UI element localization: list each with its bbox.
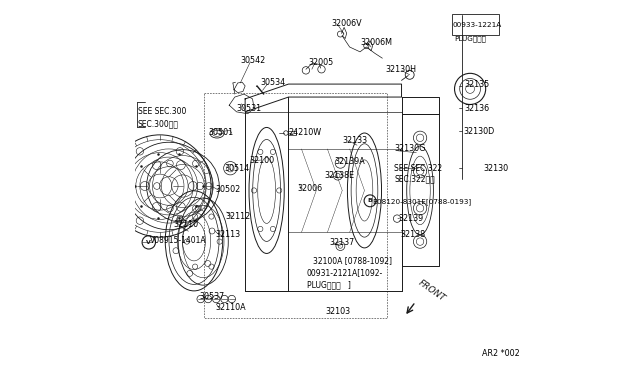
- Text: V08915-1401A: V08915-1401A: [150, 236, 206, 246]
- Text: SEC.322参照: SEC.322参照: [394, 175, 435, 184]
- Text: 32113: 32113: [216, 230, 241, 240]
- Text: 00931-2121A[1092-: 00931-2121A[1092-: [307, 269, 383, 278]
- Text: 32006M: 32006M: [361, 38, 393, 47]
- Text: B: B: [367, 198, 372, 203]
- Text: FRONT: FRONT: [417, 278, 447, 303]
- Text: 32139A: 32139A: [335, 157, 365, 166]
- Text: 32130D: 32130D: [464, 126, 495, 136]
- Text: B08120-8301E[0788-0193]: B08120-8301E[0788-0193]: [372, 198, 471, 205]
- Text: 32130: 32130: [483, 164, 508, 173]
- Text: 00933-1221A: 00933-1221A: [452, 22, 502, 28]
- Text: 32112: 32112: [225, 212, 251, 221]
- Text: 32135: 32135: [465, 80, 490, 89]
- Text: PLUGプラグ   ]: PLUGプラグ ]: [307, 281, 351, 290]
- Text: 30542: 30542: [240, 56, 265, 65]
- Text: 32100A [0788-1092]: 32100A [0788-1092]: [312, 256, 392, 265]
- Text: 32005: 32005: [308, 58, 333, 67]
- Text: 32138E: 32138E: [324, 171, 355, 180]
- Text: 30502: 30502: [216, 185, 241, 194]
- Text: 32103: 32103: [325, 307, 350, 316]
- Text: 32130G: 32130G: [394, 144, 426, 153]
- Text: 32133: 32133: [342, 136, 367, 145]
- Text: 32006: 32006: [297, 185, 322, 193]
- Text: 32138: 32138: [401, 230, 426, 240]
- Text: 30534: 30534: [260, 78, 286, 87]
- Text: SEE SEC.322: SEE SEC.322: [394, 164, 442, 173]
- Text: 30537: 30537: [200, 292, 225, 301]
- Text: 32110A: 32110A: [216, 303, 246, 312]
- Text: SEE SEC.300: SEE SEC.300: [138, 108, 186, 116]
- Text: 30514: 30514: [225, 164, 250, 173]
- Text: SEC.300参照: SEC.300参照: [138, 119, 179, 128]
- Text: 32100: 32100: [250, 156, 275, 165]
- Text: PLUGプラグ: PLUGプラグ: [454, 35, 486, 42]
- Text: 32136: 32136: [465, 104, 490, 113]
- Text: 24210W: 24210W: [289, 128, 322, 137]
- Text: 32006V: 32006V: [331, 19, 362, 28]
- Text: V: V: [147, 240, 151, 245]
- Text: 32139: 32139: [399, 214, 424, 223]
- Text: 32137: 32137: [329, 238, 355, 247]
- Text: AR2 *002: AR2 *002: [483, 349, 520, 358]
- Text: 32110: 32110: [173, 221, 199, 230]
- Text: 30501: 30501: [209, 128, 234, 137]
- Text: 30531: 30531: [237, 104, 262, 113]
- Text: 32130H: 32130H: [385, 65, 416, 74]
